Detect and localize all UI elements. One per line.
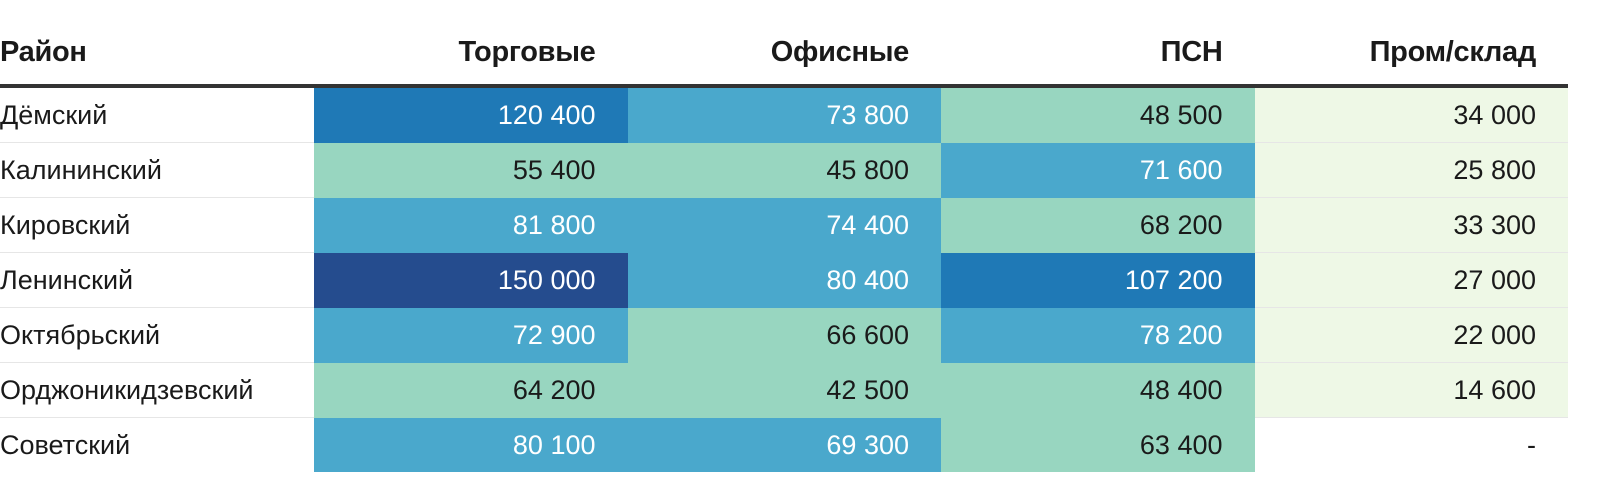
heat-cell-retail: 80 100 bbox=[314, 417, 628, 472]
heat-cell-retail: 72 900 bbox=[314, 307, 628, 363]
heat-cell-retail: 150 000 bbox=[314, 252, 628, 308]
heat-cell-industrial-warehouse: 27 000 bbox=[1254, 252, 1568, 308]
district-name-cell: Советский bbox=[0, 429, 131, 460]
column-header-psn[interactable]: ПСН bbox=[941, 20, 1255, 88]
heat-cell-psn: 78 200 bbox=[941, 307, 1255, 363]
district-name-cell: Орджоникидзевский bbox=[0, 362, 314, 418]
heat-cell-office: 74 400 bbox=[627, 197, 941, 253]
column-header-industrial-warehouse[interactable]: Пром/склад bbox=[1254, 20, 1568, 88]
heat-cell-office: 73 800 bbox=[627, 86, 941, 143]
heat-cell-psn: 48 400 bbox=[941, 362, 1255, 418]
heat-cell-industrial-warehouse: 22 000 bbox=[1254, 307, 1568, 363]
district-name-cell: Октябрьский bbox=[0, 307, 314, 363]
table-row: Советский 80 100 69 300 63 400- bbox=[0, 417, 1568, 472]
column-header-office[interactable]: Офисные bbox=[627, 20, 941, 88]
table-row: Дёмский 120 400 73 800 48 500 34 000 bbox=[0, 86, 1568, 143]
table-row: Орджоникидзевский 64 200 42 500 48 400 14 60… bbox=[0, 362, 1568, 418]
heat-cell-psn: 68 200 bbox=[941, 197, 1255, 253]
district-name-cell: Кировский bbox=[0, 197, 314, 253]
heat-cell-retail: 64 200 bbox=[314, 362, 628, 418]
heat-cell-psn: 71 600 bbox=[941, 142, 1255, 198]
heat-cell-retail: 81 800 bbox=[314, 197, 628, 253]
heat-cell-industrial-warehouse: 34 000 bbox=[1254, 86, 1568, 143]
column-header-district[interactable]: Район bbox=[0, 20, 314, 88]
heat-cell-retail: 55 400 bbox=[314, 142, 628, 198]
heat-cell-industrial-warehouse: 14 600 bbox=[1254, 362, 1568, 418]
heat-cell-office: 45 800 bbox=[627, 142, 941, 198]
heat-cell-industrial-warehouse: 33 300 bbox=[1254, 197, 1568, 253]
header-row: Район Торговые Офисные ПСН Пром/склад bbox=[0, 20, 1568, 88]
heatmap-table: Район Торговые Офисные ПСН Пром/склад Дё… bbox=[0, 20, 1568, 472]
table-row: Октябрьский 72 900 66 600 78 200 22 000 bbox=[0, 307, 1568, 363]
table-body: Дёмский 120 400 73 800 48 500 34 000 Калининс… bbox=[0, 86, 1568, 472]
table-row: Ленинский 150 000 80 400 107 200 27 000 bbox=[0, 252, 1568, 308]
district-name-cell: Ленинский bbox=[0, 252, 314, 308]
heat-cell-industrial-warehouse: - bbox=[1254, 417, 1568, 472]
heat-cell-psn: 63 400 bbox=[941, 417, 1255, 472]
column-header-retail[interactable]: Торговые bbox=[314, 20, 628, 88]
heat-cell-office: 66 600 bbox=[627, 307, 941, 363]
heat-cell-office: 69 300 bbox=[627, 417, 941, 472]
district-name-cell: Дёмский bbox=[0, 86, 314, 143]
heat-cell-psn: 48 500 bbox=[941, 86, 1255, 143]
heat-cell-office: 80 400 bbox=[627, 252, 941, 308]
heat-cell-retail: 120 400 bbox=[314, 86, 628, 143]
district-name-cell: Калининский bbox=[0, 142, 314, 198]
heat-cell-office: 42 500 bbox=[627, 362, 941, 418]
table-row: Кировский 81 800 74 400 68 200 33 300 bbox=[0, 197, 1568, 253]
heat-cell-industrial-warehouse: 25 800 bbox=[1254, 142, 1568, 198]
table-row: Калининский 55 400 45 800 71 600 25 800 bbox=[0, 142, 1568, 198]
heat-cell-psn: 107 200 bbox=[941, 252, 1255, 308]
